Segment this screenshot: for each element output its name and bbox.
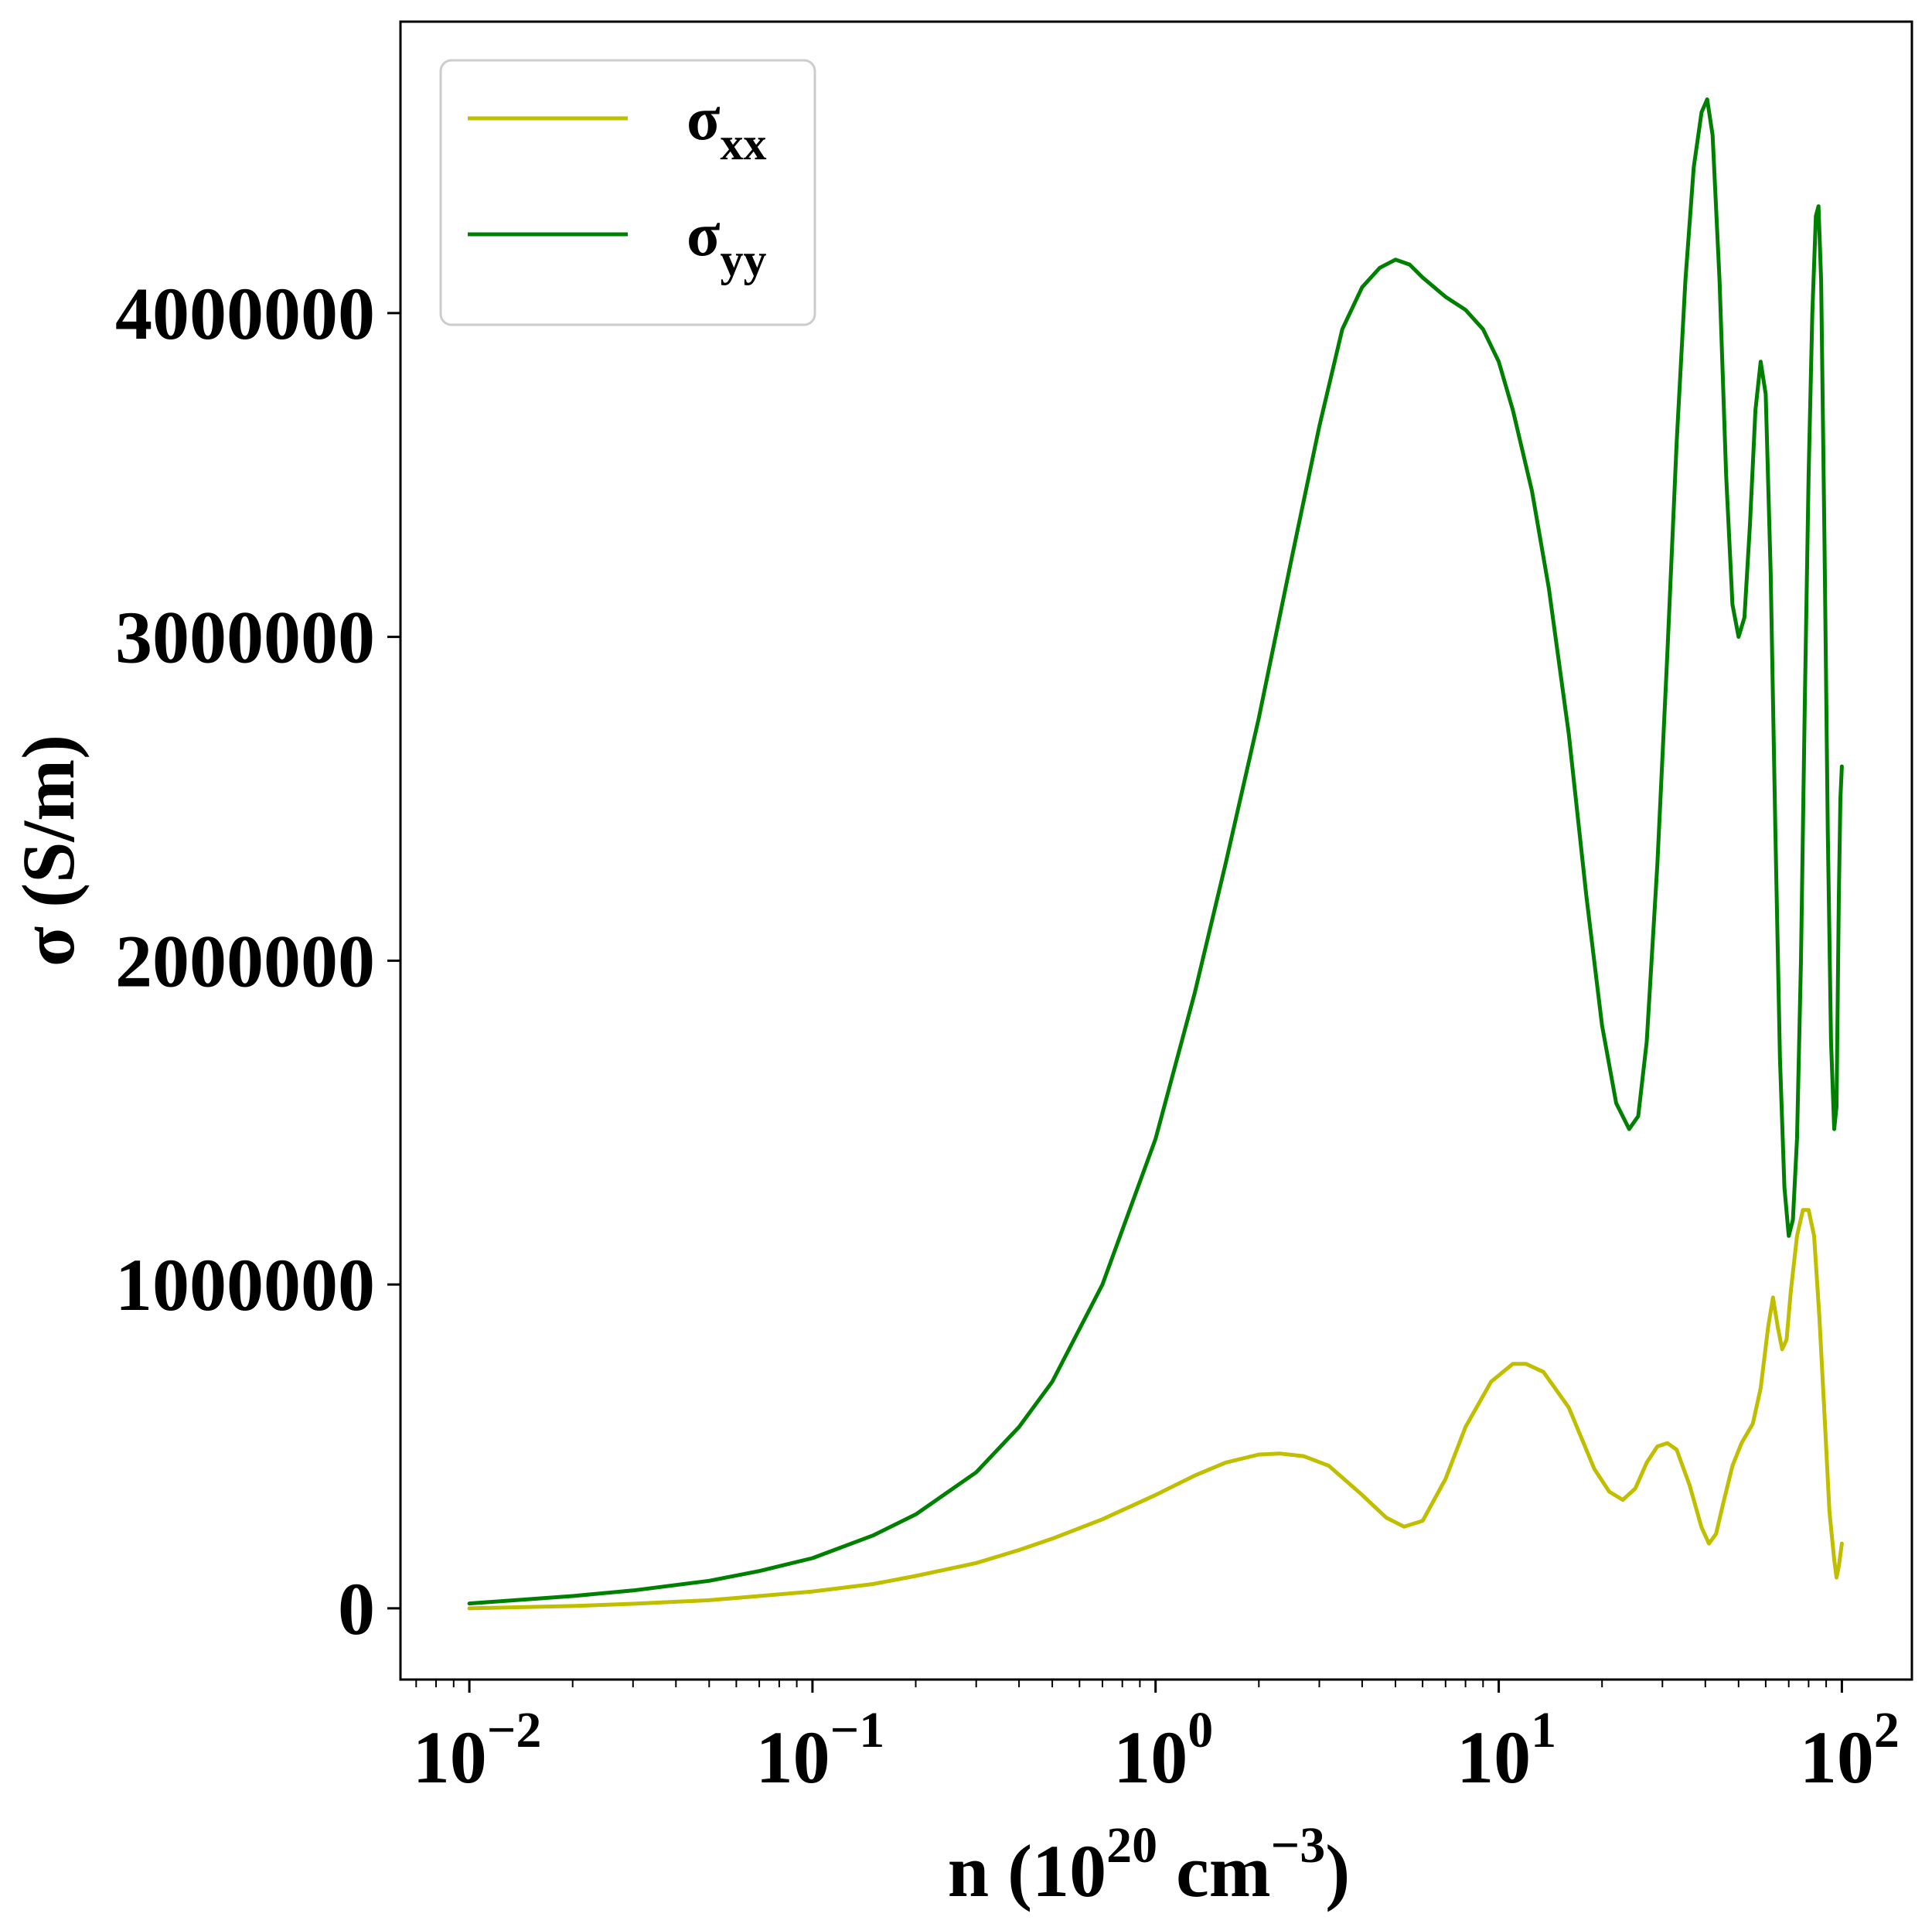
y-tick-label: 3000000 [115, 596, 375, 679]
x-tick-label: 100 [1113, 1702, 1213, 1799]
x-axis: 10−2 10−1 100 101 102 [413, 1680, 1900, 1799]
x-tick-label: 10−1 [756, 1702, 885, 1799]
x-tick-label: 101 [1457, 1702, 1556, 1799]
legend: σxx σyy [439, 59, 816, 326]
legend-box [439, 59, 816, 326]
x-axis-title: n (1020 cm−3) [948, 1817, 1351, 1912]
y-tick-label: 2000000 [115, 919, 375, 1002]
plot-area [467, 97, 1844, 1611]
y-tick-label: 1000000 [115, 1243, 375, 1326]
y-axis-title: σ (S/m) [7, 735, 90, 967]
x-tick-label: 10−2 [413, 1702, 542, 1799]
y-tick-label: 0 [338, 1567, 375, 1650]
series-line-sigma-xx [467, 1208, 1844, 1611]
series-line-sigma-yy [467, 97, 1844, 1606]
x-tick-label: 102 [1800, 1702, 1900, 1799]
y-axis: 0 1000000 2000000 3000000 4000000 [115, 272, 400, 1650]
y-tick-label: 4000000 [115, 272, 375, 355]
